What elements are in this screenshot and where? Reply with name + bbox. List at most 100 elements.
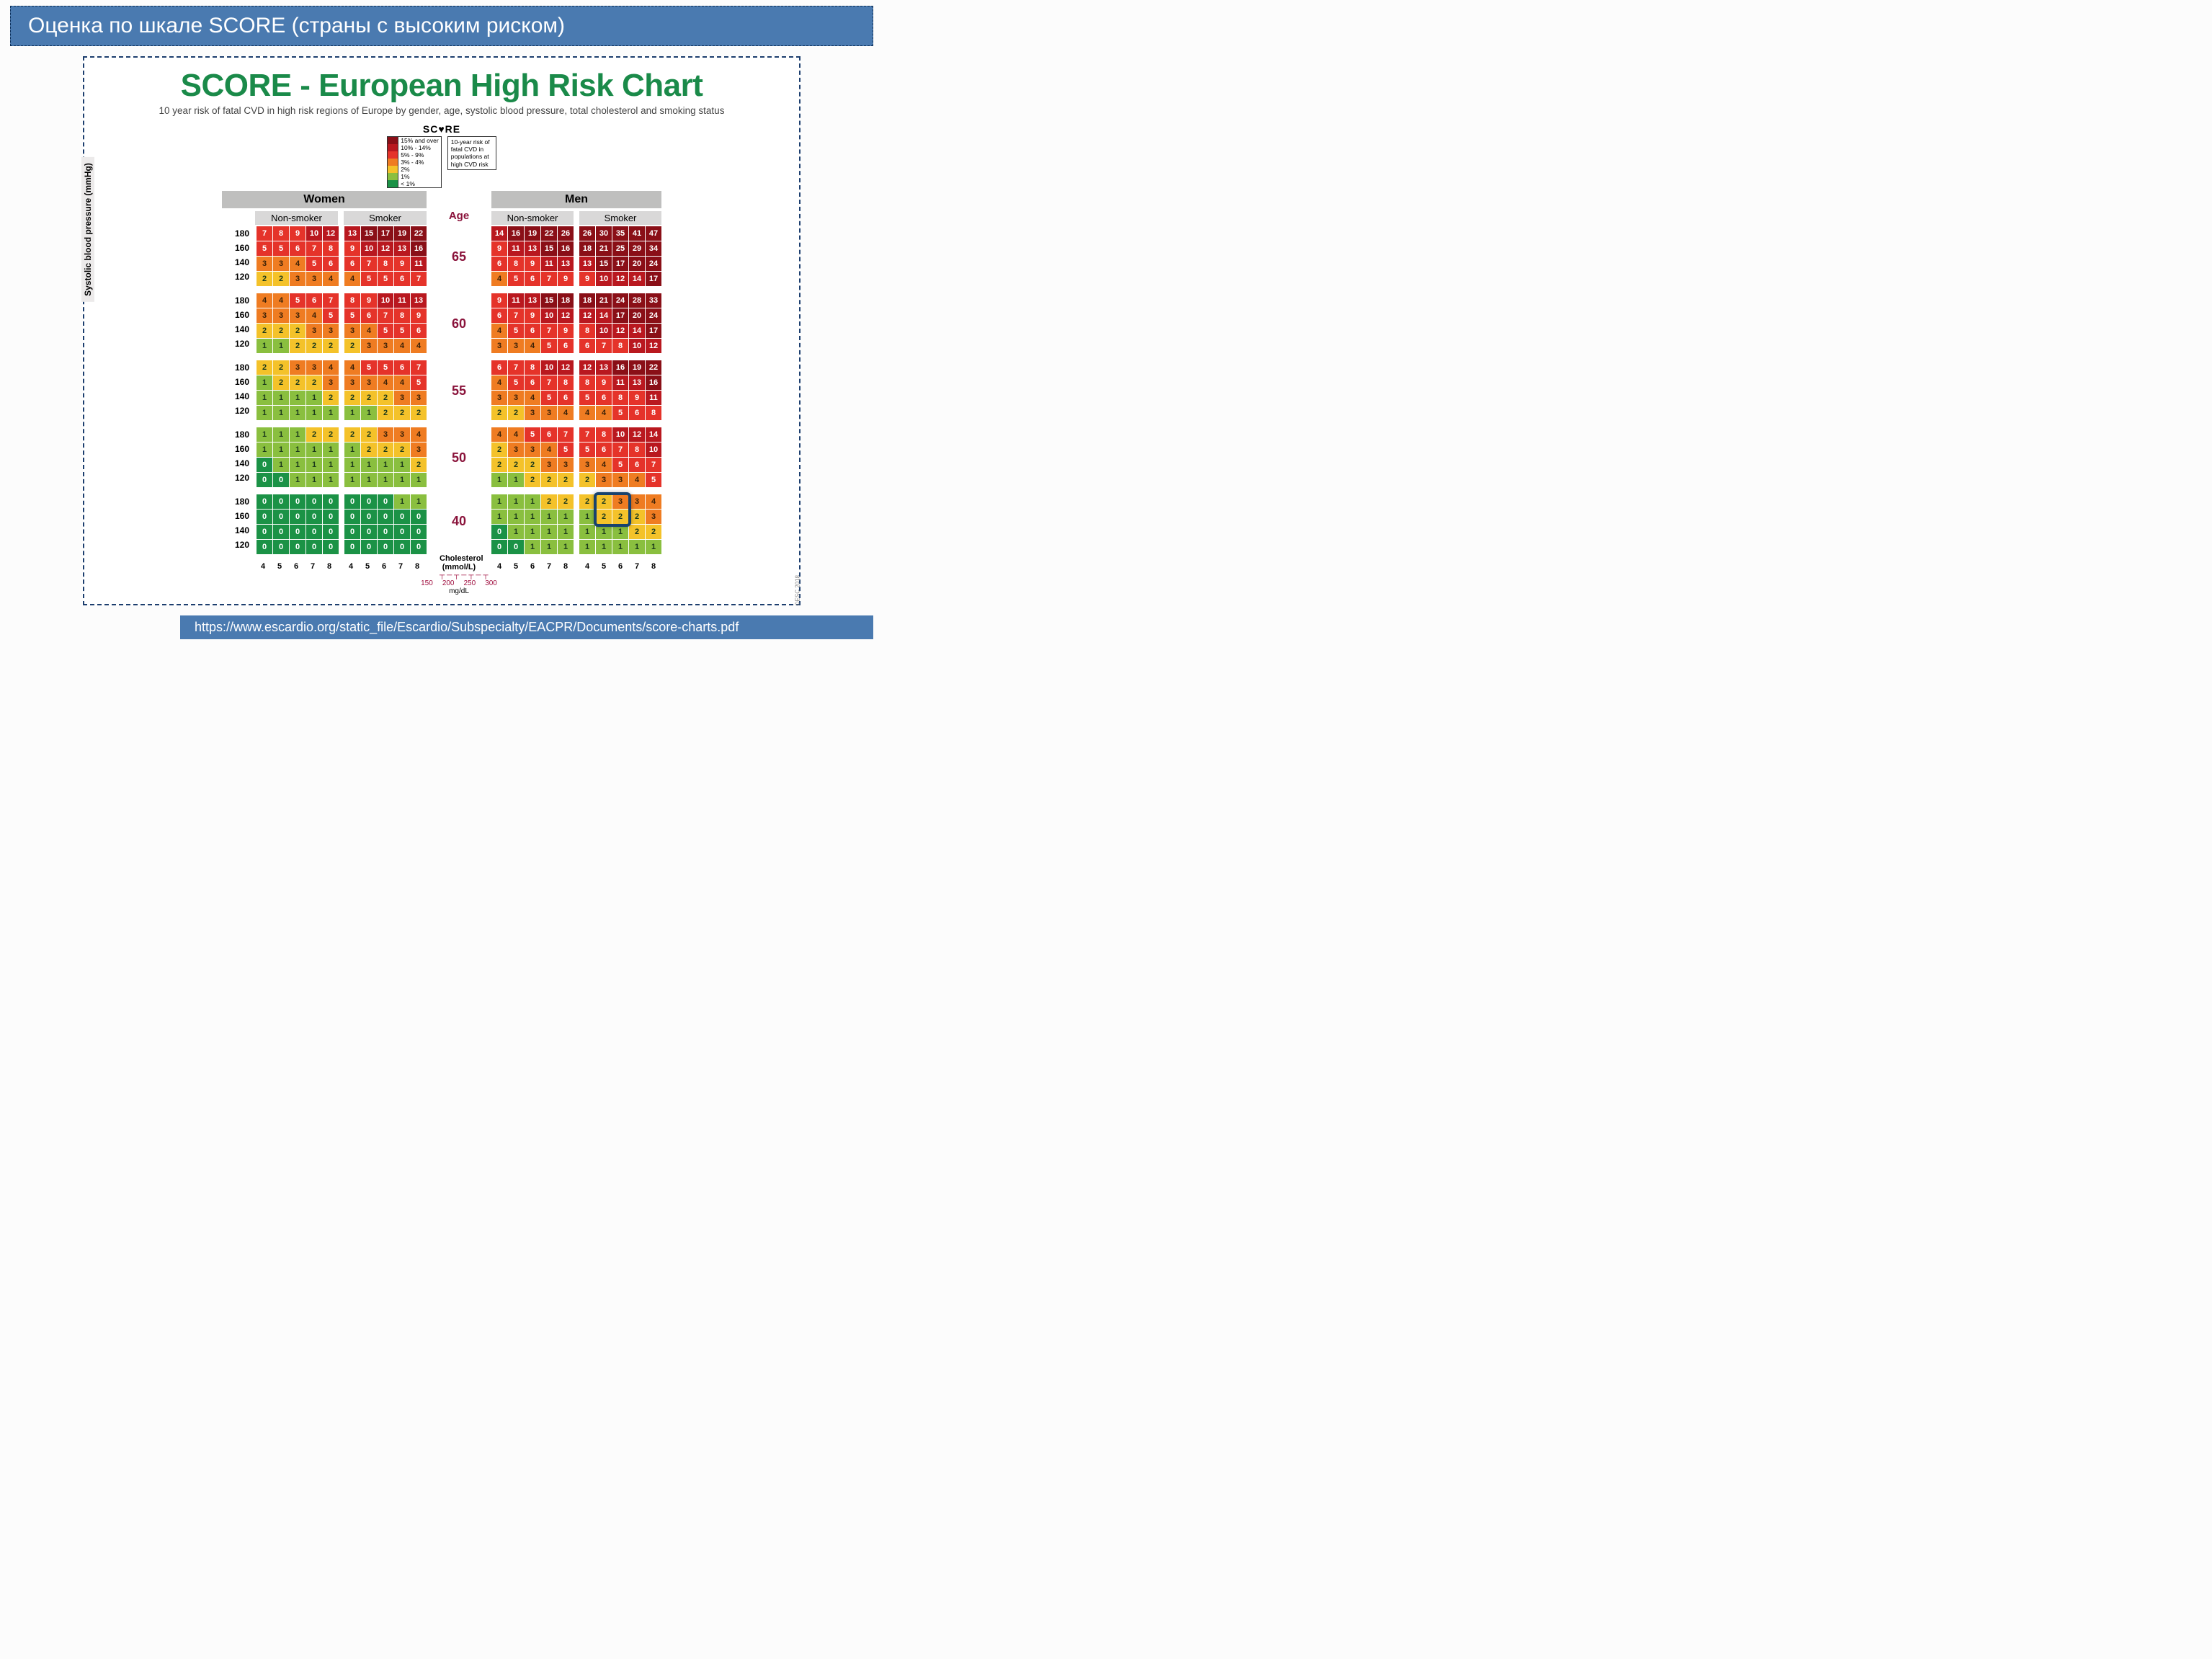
risk-cell: 7 (646, 458, 661, 472)
risk-cell: 1 (257, 339, 272, 353)
risk-cell: 6 (411, 324, 427, 338)
risk-cell: 12 (579, 360, 595, 375)
risk-cell: 5 (558, 442, 574, 457)
risk-cell: 3 (491, 339, 507, 353)
risk-cell: 14 (629, 272, 645, 286)
risk-cell: 1 (525, 494, 540, 509)
risk-cell: 1 (257, 391, 272, 405)
risk-cell: 3 (394, 427, 410, 442)
risk-cell: 3 (378, 427, 393, 442)
risk-cell: 1 (361, 473, 377, 487)
risk-cell: 1 (646, 540, 661, 554)
risk-cell: 4 (273, 293, 289, 308)
risk-cell: 0 (323, 540, 339, 554)
risk-cell: 1 (273, 442, 289, 457)
risk-cell: 9 (525, 308, 540, 323)
y-axis-label: Systolic blood pressure (mmHg) (81, 157, 94, 302)
risk-cell: 3 (290, 360, 306, 375)
risk-cell: 0 (257, 510, 272, 524)
risk-cell: 4 (491, 272, 507, 286)
risk-cell: 3 (306, 360, 322, 375)
risk-cell: 6 (596, 391, 612, 405)
risk-cell: 4 (646, 494, 661, 509)
risk-cell: 13 (629, 375, 645, 390)
risk-cell: 7 (378, 308, 393, 323)
risk-cell: 9 (579, 272, 595, 286)
risk-cell: 11 (508, 241, 524, 256)
risk-cell: 1 (596, 540, 612, 554)
risk-cell: 0 (344, 494, 360, 509)
risk-cell: 7 (508, 360, 524, 375)
risk-cell: 4 (378, 375, 393, 390)
risk-cell: 7 (579, 427, 595, 442)
risk-cell: 19 (525, 226, 540, 241)
risk-cell: 7 (612, 442, 628, 457)
legend: 15% and over10% - 14%5% - 9%3% - 4%2%1%<… (89, 136, 795, 188)
risk-cell: 8 (629, 442, 645, 457)
risk-cell: 1 (257, 375, 272, 390)
risk-cell: 8 (579, 324, 595, 338)
risk-cell: 4 (525, 391, 540, 405)
risk-cell: 8 (579, 375, 595, 390)
risk-cell: 11 (411, 257, 427, 271)
risk-cell: 4 (491, 324, 507, 338)
risk-cell: 14 (596, 308, 612, 323)
risk-cell: 4 (394, 375, 410, 390)
risk-cell: 8 (323, 241, 339, 256)
risk-cell: 0 (378, 525, 393, 539)
risk-cell: 6 (558, 339, 574, 353)
risk-cell: 1 (394, 494, 410, 509)
risk-cell: 1 (378, 458, 393, 472)
risk-cell: 3 (257, 308, 272, 323)
risk-cell: 14 (491, 226, 507, 241)
risk-cell: 0 (508, 540, 524, 554)
risk-cell: 22 (541, 226, 557, 241)
risk-cell: 1 (541, 540, 557, 554)
risk-cell: 2 (306, 375, 322, 390)
risk-cell: 5 (361, 360, 377, 375)
risk-cell: 12 (612, 272, 628, 286)
risk-cell: 3 (361, 339, 377, 353)
risk-cell: 0 (491, 525, 507, 539)
risk-cell: 35 (612, 226, 628, 241)
risk-cell: 2 (290, 339, 306, 353)
risk-cell: 4 (257, 293, 272, 308)
risk-cell: 0 (378, 494, 393, 509)
risk-cell: 2 (579, 473, 595, 487)
risk-cell: 10 (306, 226, 322, 241)
risk-cell: 11 (394, 293, 410, 308)
risk-cell: 1 (306, 473, 322, 487)
risk-cell: 41 (629, 226, 645, 241)
risk-cell: 13 (525, 241, 540, 256)
risk-cell: 7 (541, 272, 557, 286)
risk-cell: 2 (378, 391, 393, 405)
risk-cell: 1 (344, 458, 360, 472)
risk-cell: 13 (394, 241, 410, 256)
risk-cell: 1 (508, 473, 524, 487)
risk-cell: 3 (646, 510, 661, 524)
risk-cell: 5 (378, 324, 393, 338)
risk-cell: 2 (491, 458, 507, 472)
risk-cell: 1 (541, 525, 557, 539)
risk-cell: 0 (411, 510, 427, 524)
risk-cell: 0 (394, 510, 410, 524)
risk-cell: 6 (306, 293, 322, 308)
risk-cell: 3 (273, 308, 289, 323)
risk-cell: 2 (273, 324, 289, 338)
risk-cell: 0 (394, 540, 410, 554)
risk-cell: 4 (525, 339, 540, 353)
risk-cell: 10 (378, 293, 393, 308)
risk-cell: 5 (612, 406, 628, 420)
risk-cell: 0 (323, 494, 339, 509)
risk-cell: 1 (411, 494, 427, 509)
risk-cell: 3 (596, 473, 612, 487)
risk-cell: 14 (646, 427, 661, 442)
risk-cell: 2 (290, 375, 306, 390)
risk-cell: 10 (646, 442, 661, 457)
risk-cell: 3 (579, 458, 595, 472)
risk-cell: 11 (508, 293, 524, 308)
risk-cell: 10 (596, 324, 612, 338)
risk-cell: 5 (394, 324, 410, 338)
risk-cell: 0 (411, 525, 427, 539)
risk-cell: 1 (323, 473, 339, 487)
